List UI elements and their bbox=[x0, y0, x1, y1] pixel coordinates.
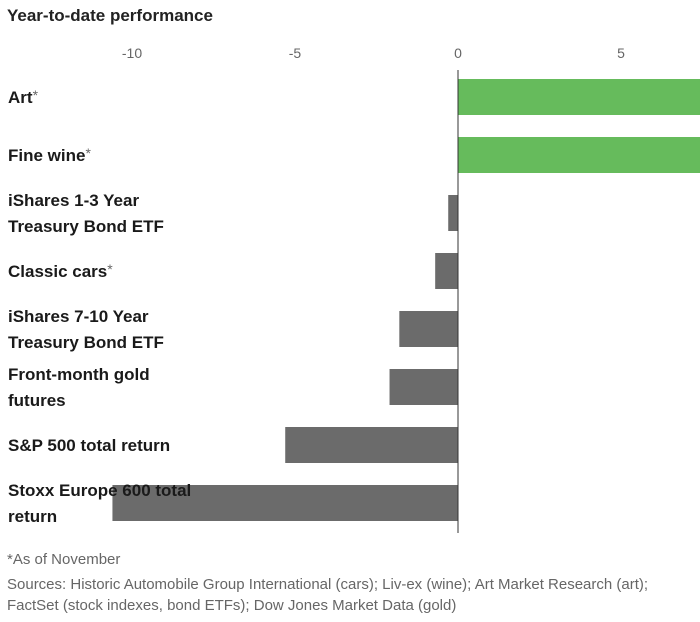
bar bbox=[399, 311, 458, 347]
category-label: Front-month gold bbox=[8, 365, 150, 384]
bar bbox=[112, 485, 458, 521]
x-tick-label: -5 bbox=[289, 45, 302, 61]
bar bbox=[285, 427, 458, 463]
sources-note: Sources: Historic Automobile Group Inter… bbox=[7, 576, 649, 614]
bar bbox=[435, 253, 458, 289]
bar-chart: -15%-10-5051015 Art*Fine wine*iShares 1-… bbox=[8, 45, 700, 533]
category-label: Fine wine* bbox=[8, 145, 91, 165]
bar bbox=[458, 137, 700, 173]
category-label: iShares 1-3 Year bbox=[8, 191, 139, 210]
category-labels: Art* Fine wine* iShares 1-3 Year Treasury B… bbox=[8, 87, 191, 526]
bars bbox=[112, 79, 700, 521]
category-label: return bbox=[8, 507, 57, 526]
category-label: iShares 7-10 Year bbox=[8, 307, 149, 326]
chart-title: Year-to-date performance bbox=[7, 6, 213, 25]
bar bbox=[389, 369, 458, 405]
x-tick-label: 0 bbox=[454, 45, 462, 61]
category-label: Classic cars* bbox=[8, 261, 113, 281]
category-label: futures bbox=[8, 391, 66, 410]
category-label: Art* bbox=[8, 87, 39, 107]
category-label: Stoxx Europe 600 total bbox=[8, 481, 191, 500]
x-tick-label: -10 bbox=[122, 45, 142, 61]
bar bbox=[458, 79, 700, 115]
footnote: *As of November bbox=[7, 551, 121, 568]
x-tick-label: 5 bbox=[617, 45, 625, 61]
category-label: S&P 500 total return bbox=[8, 436, 170, 455]
bar bbox=[448, 195, 458, 231]
category-label: Treasury Bond ETF bbox=[8, 333, 164, 352]
category-label: Treasury Bond ETF bbox=[8, 217, 164, 236]
x-axis-ticks: -15%-10-5051015 bbox=[122, 45, 625, 61]
